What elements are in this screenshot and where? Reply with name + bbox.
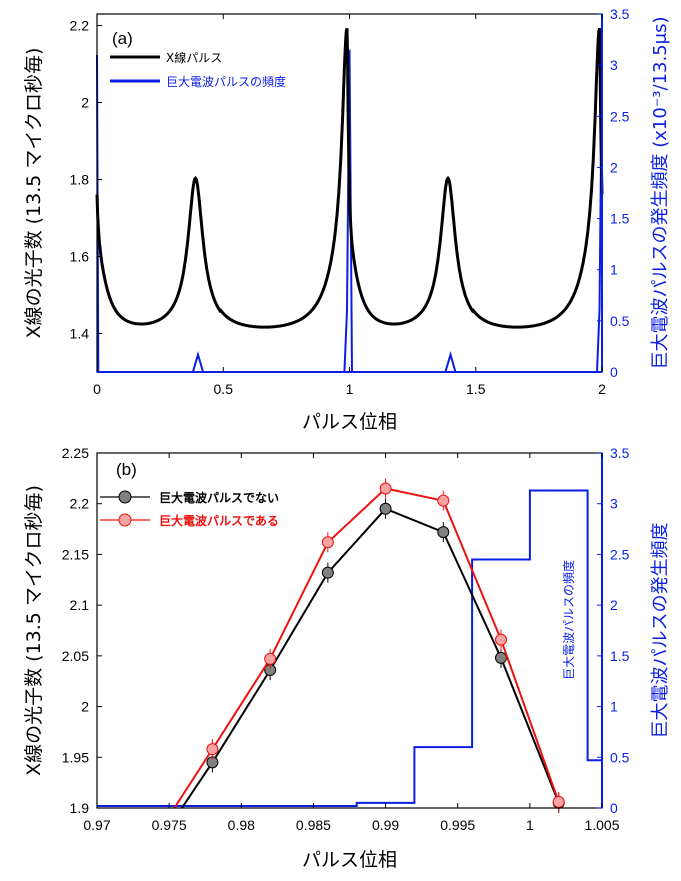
x-tick-label: 0.985 [296,817,331,833]
y-tick-label: 1.9 [70,800,90,816]
series-line-giant [173,487,560,808]
panel-b-y-axis-label: X線の光子数 (13.5 マイクロ秒毎) [23,485,45,776]
y-tick-label: 2 [81,95,89,111]
y-tick-label: 1.8 [70,172,90,188]
right-y-tick-label: 1 [610,262,618,278]
panel-b-legend: 巨大電波パルスでない 巨大電波パルスである [100,490,279,528]
right-y-tick-label: 0 [610,800,618,816]
data-point-giant [206,743,219,756]
right-y-tick-label: 3.5 [610,6,630,22]
y-tick-label: 2.05 [62,648,89,664]
panel-a: 0 0.5 1 1.5 2 1.4 1.6 1.8 2 2.2 0 0.5 1 1.5 2 2.5 3 3.5… [23,6,671,433]
data-point-giant [321,536,334,549]
legend-label-non-giant: 巨大電波パルスでない [159,490,279,505]
y-tick-label: 1.4 [70,326,90,342]
x-tick-label: 0.99 [372,817,399,833]
right-y-tick-label: 3.5 [610,445,630,461]
x-tick-label: 0.995 [440,817,475,833]
x-tick-label: 1 [526,817,534,833]
panel-b-label: (b) [116,460,137,479]
panel-b-in-plot-label: 巨大電波パルスの頻度 [561,560,576,680]
legend-marker-giant [118,513,132,527]
data-point-non-giant [495,651,507,664]
x-tick-label: 0.975 [152,817,187,833]
right-y-tick-label: 0.5 [610,313,630,329]
series-line-xray-pulse [95,27,604,329]
panel-a-y-axis-label: X線の光子数 (13.5 マイクロ秒毎) [23,48,45,339]
y-tick-label: 1.95 [62,749,89,765]
data-point-non-giant [321,566,334,579]
right-y-tick-label: 3 [610,496,618,512]
data-point-non-giant [379,502,392,515]
x-tick-label: 2 [598,381,606,397]
y-tick-label: 2 [81,699,89,715]
data-point-giant [552,795,565,808]
data-point-giant [437,494,450,507]
y-tick-label: 2.25 [62,445,89,461]
legend-marker-non-giant [118,490,132,504]
x-tick-label: 1.5 [466,381,486,397]
data-point-non-giant [437,526,450,539]
right-y-tick-label: 2.5 [610,546,630,562]
legend-label-radio: 巨大電波パルスの頻度 [166,74,286,89]
data-point-giant [264,652,277,665]
y-tick-label: 2.15 [62,546,89,562]
x-tick-label: 0 [93,381,101,397]
right-y-tick-label: 1 [610,699,618,715]
panel-a-x-axis-label: パルス位相 [302,411,397,433]
legend-label-giant: 巨大電波パルスである [159,513,279,528]
data-point-giant [495,633,507,646]
x-tick-label: 0.97 [83,817,110,833]
legend-label-xray: X線パルス [166,50,222,65]
y-tick-label: 2.1 [70,597,90,613]
right-y-tick-label: 2.5 [610,108,630,124]
x-tick-label: 0.98 [228,817,255,833]
panel-a-label: (a) [112,29,133,48]
x-tick-label: 0.5 [214,381,234,397]
x-tick-label: 1.005 [584,817,619,833]
panel-b-right-axis-label: 巨大電波パルスの発生頻度 [650,523,671,739]
right-y-tick-label: 0 [610,364,618,380]
data-point-giant [379,482,392,495]
right-y-tick-label: 0.5 [610,749,630,765]
panel-a-right-axis-label: 巨大電波パルスの発生頻度 (x10⁻³/13.5μs) [650,16,671,369]
right-y-tick-label: 2 [610,159,618,175]
right-y-tick-label: 1.5 [610,211,630,227]
y-tick-label: 2.2 [70,496,90,512]
y-tick-label: 2.2 [70,18,90,34]
x-tick-label: 1 [346,381,354,397]
panel-b-plot-area [97,453,602,808]
panel-b-x-axis-label: パルス位相 [302,849,397,871]
right-y-tick-label: 2 [610,597,618,613]
series-line-non-giant [180,507,560,808]
series-step-radio-frequency [97,489,602,807]
right-y-tick-label: 1.5 [610,648,630,664]
right-y-tick-label: 3 [610,57,618,73]
panel-b: 0.97 0.975 0.98 0.985 0.99 0.995 1 1.005 1.9 1.9… [23,445,671,871]
y-tick-label: 1.6 [70,249,90,265]
panel-a-legend: X線パルス 巨大電波パルスの頻度 [110,50,286,89]
